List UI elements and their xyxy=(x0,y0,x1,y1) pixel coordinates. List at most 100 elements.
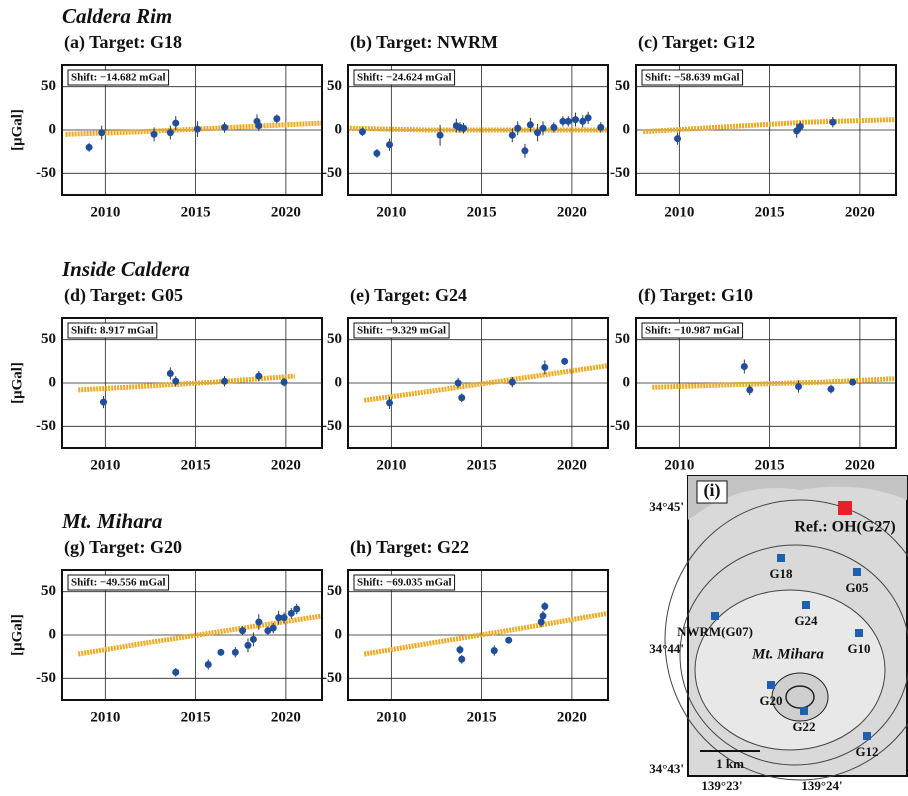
panel-title: (c) Target: G12 xyxy=(638,32,755,53)
point xyxy=(458,656,465,663)
point xyxy=(458,394,465,401)
point xyxy=(255,122,262,129)
station-label: G20 xyxy=(759,693,782,708)
longitude-label: 139°23' xyxy=(701,778,742,793)
x-tick-label: 2015 xyxy=(467,709,497,725)
point xyxy=(273,115,280,122)
x-tick-label: 2010 xyxy=(664,457,694,473)
station-marker xyxy=(802,601,810,609)
y-tick-label: 0 xyxy=(49,121,57,137)
point xyxy=(100,399,107,406)
point xyxy=(205,661,212,668)
latitude-label: 34°43' xyxy=(649,761,684,776)
y-tick-label: -50 xyxy=(36,165,56,181)
y-tick-label: 50 xyxy=(327,583,342,599)
annotation: Shift: −9.329 mGal xyxy=(357,325,446,337)
y-tick-label: 50 xyxy=(615,331,630,347)
x-tick-label: 2010 xyxy=(90,709,120,725)
panel-label: (i) xyxy=(704,480,721,501)
y-tick-label: -50 xyxy=(610,418,630,434)
point xyxy=(741,363,748,370)
x-tick-label: 2015 xyxy=(467,457,497,473)
y-tick-label: 50 xyxy=(615,78,630,94)
point xyxy=(386,141,393,148)
annotation: Shift: −49.556 mGal xyxy=(71,577,166,589)
y-tick-label: -50 xyxy=(322,165,342,181)
point xyxy=(167,129,174,136)
point xyxy=(250,636,257,643)
station-marker xyxy=(711,612,719,620)
point xyxy=(460,125,467,132)
point xyxy=(565,118,572,125)
point xyxy=(172,120,179,127)
x-tick-label: 2020 xyxy=(271,204,301,220)
x-tick-label: 2015 xyxy=(467,204,497,220)
latitude-label: 34°44' xyxy=(649,641,684,656)
y-tick-label: 50 xyxy=(41,78,56,94)
y-tick-label: 0 xyxy=(49,374,57,390)
station-label: G18 xyxy=(769,566,793,581)
panel-title: (a) Target: G18 xyxy=(64,32,182,53)
station-marker xyxy=(800,707,808,715)
annotation: Shift: −24.624 mGal xyxy=(357,72,452,84)
station-label: G12 xyxy=(855,744,878,759)
point xyxy=(509,132,516,139)
x-tick-label: 2015 xyxy=(755,457,785,473)
annotation: Shift: −69.035 mGal xyxy=(357,577,452,589)
y-tick-label: 0 xyxy=(623,374,631,390)
group-title: Inside Caldera xyxy=(61,257,190,281)
point xyxy=(541,364,548,371)
x-tick-label: 2010 xyxy=(376,457,406,473)
y-axis-label: [μGal] xyxy=(9,109,25,151)
point xyxy=(514,125,521,132)
station-marker xyxy=(777,554,785,562)
x-tick-label: 2010 xyxy=(90,204,120,220)
point xyxy=(797,123,804,130)
station-label: G10 xyxy=(847,641,870,656)
station-marker xyxy=(767,681,775,689)
point xyxy=(455,380,462,387)
x-tick-label: 2020 xyxy=(271,709,301,725)
point xyxy=(561,358,568,365)
annotation: Shift: −10.987 mGal xyxy=(645,325,740,337)
point xyxy=(540,125,547,132)
point xyxy=(585,114,592,121)
point xyxy=(534,129,541,136)
point xyxy=(255,373,262,380)
station-label: G24 xyxy=(794,613,818,628)
y-tick-label: -50 xyxy=(36,418,56,434)
panel: Inside Caldera(d) Target: G05[μGal]20102… xyxy=(9,257,322,474)
y-tick-label: 50 xyxy=(327,331,342,347)
station-label: NWRM(G07) xyxy=(677,624,753,639)
x-tick-label: 2010 xyxy=(376,204,406,220)
point xyxy=(244,642,251,649)
station-label: G22 xyxy=(792,719,815,734)
group-title: Caldera Rim xyxy=(62,4,172,28)
panel-title: (d) Target: G05 xyxy=(64,285,183,306)
point xyxy=(98,129,105,136)
y-tick-label: 0 xyxy=(49,626,57,642)
point xyxy=(509,379,516,386)
point xyxy=(255,619,262,626)
caldera xyxy=(695,590,885,750)
point xyxy=(456,646,463,653)
y-tick-label: 0 xyxy=(623,121,631,137)
volcano-label: Mt. Mihara xyxy=(751,646,824,662)
station-marker xyxy=(863,732,871,740)
x-tick-label: 2015 xyxy=(181,709,211,725)
panel: (f) Target: G10 2010 2015 2020 -50 0 50 Shift: … xyxy=(610,285,896,473)
panel-title: (f) Target: G10 xyxy=(638,285,753,306)
x-tick-label: 2020 xyxy=(845,457,875,473)
reference-marker xyxy=(838,501,852,515)
x-tick-label: 2020 xyxy=(557,457,587,473)
y-tick-label: -50 xyxy=(610,165,630,181)
y-axis-label: [μGal] xyxy=(9,362,25,404)
point xyxy=(167,370,174,377)
point xyxy=(221,124,228,131)
point xyxy=(828,386,835,393)
x-tick-label: 2020 xyxy=(557,204,587,220)
y-tick-label: 0 xyxy=(335,374,343,390)
station-label: G05 xyxy=(845,580,869,595)
station-marker xyxy=(855,629,863,637)
